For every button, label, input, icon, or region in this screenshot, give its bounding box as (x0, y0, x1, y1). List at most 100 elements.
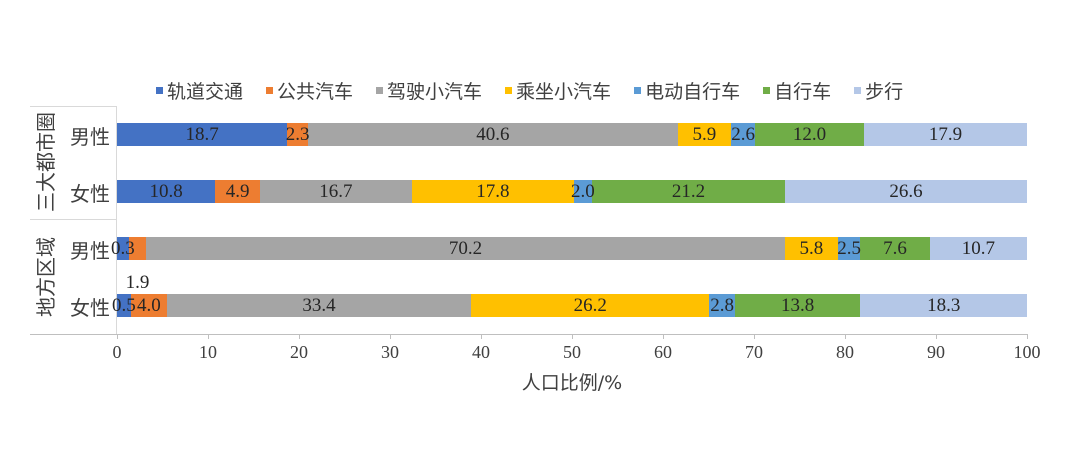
x-tick-label: 50 (563, 342, 581, 362)
legend-label: 公共汽车 (277, 80, 354, 103)
data-label: 33.4 (302, 295, 336, 316)
bar-segment (784, 237, 838, 260)
category-label-regional-female: 女性 (70, 296, 110, 320)
legend-item: 电动自行车 (634, 77, 740, 104)
legend-label: 驾驶小汽车 (387, 80, 483, 103)
category-label-metro-male: 男性 (70, 125, 110, 149)
legend-swatch-icon (763, 86, 771, 94)
group-label-regional: 地方区域 (34, 237, 58, 317)
legend-item: 公共汽车 (266, 77, 353, 104)
bar-segment (592, 180, 785, 203)
data-label: 1.9 (125, 272, 150, 293)
data-label: 18.3 (927, 295, 961, 316)
bar-segment (128, 237, 147, 260)
data-label: 5.9 (692, 124, 717, 145)
bar-segment (130, 294, 168, 317)
x-tick-label: 40 (472, 342, 490, 362)
bar-segment (860, 237, 930, 260)
data-label: 26.6 (889, 181, 923, 202)
data-label: 13.8 (781, 295, 815, 316)
group-label-metro: 三大都市圈 (34, 112, 58, 212)
legend-item: 轨道交通 (156, 77, 243, 104)
bar-segment (117, 294, 131, 317)
legend-swatch-icon (156, 86, 163, 94)
chart-legend: 轨道交通 公共汽车 驾驶小汽车 乘坐小汽车 电动自行车 自行车 步行 (156, 76, 903, 104)
data-label: 4.9 (225, 181, 250, 202)
x-tick-label: 0 (112, 342, 122, 362)
data-label: 2.3 (285, 124, 310, 145)
data-label: 17.8 (476, 181, 510, 202)
legend-swatch-icon (634, 86, 642, 94)
category-label-regional-male: 男性 (70, 239, 110, 263)
legend-swatch-icon (854, 86, 862, 94)
bar-segment (117, 237, 129, 260)
bar-segment (573, 180, 592, 203)
x-tick-mark (117, 334, 118, 339)
x-tick-mark (663, 334, 664, 339)
data-label: 2.0 (571, 181, 595, 202)
x-tick-mark (390, 334, 391, 339)
bar-row (117, 237, 1027, 260)
x-tick-label: 80 (836, 342, 854, 362)
x-tick-label: 70 (745, 342, 763, 362)
data-label: 10.7 (961, 238, 995, 259)
bar-segment (308, 123, 678, 146)
legend-item: 乘坐小汽车 (505, 77, 611, 104)
bar-segment (470, 294, 710, 317)
x-tick-label: 60 (654, 342, 672, 362)
y-axis-line (116, 106, 117, 334)
x-tick-mark (845, 334, 846, 339)
legend-swatch-icon (266, 86, 274, 94)
legend-item: 步行 (854, 77, 903, 104)
bar-segment (117, 180, 216, 203)
bar-segment (259, 180, 412, 203)
data-label: 40.6 (476, 124, 510, 145)
bar-segment (167, 294, 471, 317)
legend-label: 步行 (865, 80, 904, 103)
legend-label: 乘坐小汽车 (516, 80, 612, 103)
bar-segment (864, 123, 1027, 146)
bar-segment (734, 294, 861, 317)
legend-item: 自行车 (763, 77, 831, 104)
bar-row (117, 294, 1027, 317)
x-tick-label: 10 (199, 342, 217, 362)
legend-label: 电动自行车 (645, 80, 741, 103)
legend-item: 驾驶小汽车 (376, 77, 482, 104)
data-label: 4.0 (136, 295, 161, 316)
bar-segment (709, 294, 735, 317)
bar-segment (411, 180, 574, 203)
data-label: 17.9 (928, 124, 963, 145)
legend-swatch-icon (505, 86, 513, 94)
bar-segment (784, 180, 1027, 203)
x-tick-mark (936, 334, 937, 339)
data-label: 10.8 (149, 181, 183, 202)
x-axis-line (30, 334, 1027, 335)
data-label: 16.7 (319, 181, 353, 202)
bar-row (117, 123, 1027, 146)
bar-segment (731, 123, 755, 146)
group-divider-middle (30, 219, 117, 220)
bar-segment (837, 237, 861, 260)
data-label: 18.7 (185, 124, 219, 145)
bar-segment (215, 180, 260, 203)
data-label: 2.8 (710, 295, 735, 316)
x-tick-mark (1027, 334, 1028, 339)
group-divider-top (30, 106, 117, 107)
data-label: 12.0 (792, 124, 827, 145)
x-tick-label: 100 (1013, 342, 1041, 362)
legend-swatch-icon (376, 86, 384, 94)
x-tick-label: 20 (290, 342, 308, 362)
data-label: 70.2 (448, 238, 483, 259)
data-label: 2.6 (731, 124, 755, 145)
data-label: 2.5 (837, 238, 861, 259)
x-tick-mark (481, 334, 482, 339)
x-tick-mark (754, 334, 755, 339)
legend-label: 自行车 (774, 80, 832, 103)
bar-segment (860, 294, 1027, 317)
data-label: 21.2 (671, 181, 706, 202)
x-tick-label: 90 (927, 342, 945, 362)
x-tick-label: 30 (381, 342, 399, 362)
bar-segment (146, 237, 785, 260)
data-label: 5.8 (799, 238, 824, 259)
x-tick-mark (572, 334, 573, 339)
